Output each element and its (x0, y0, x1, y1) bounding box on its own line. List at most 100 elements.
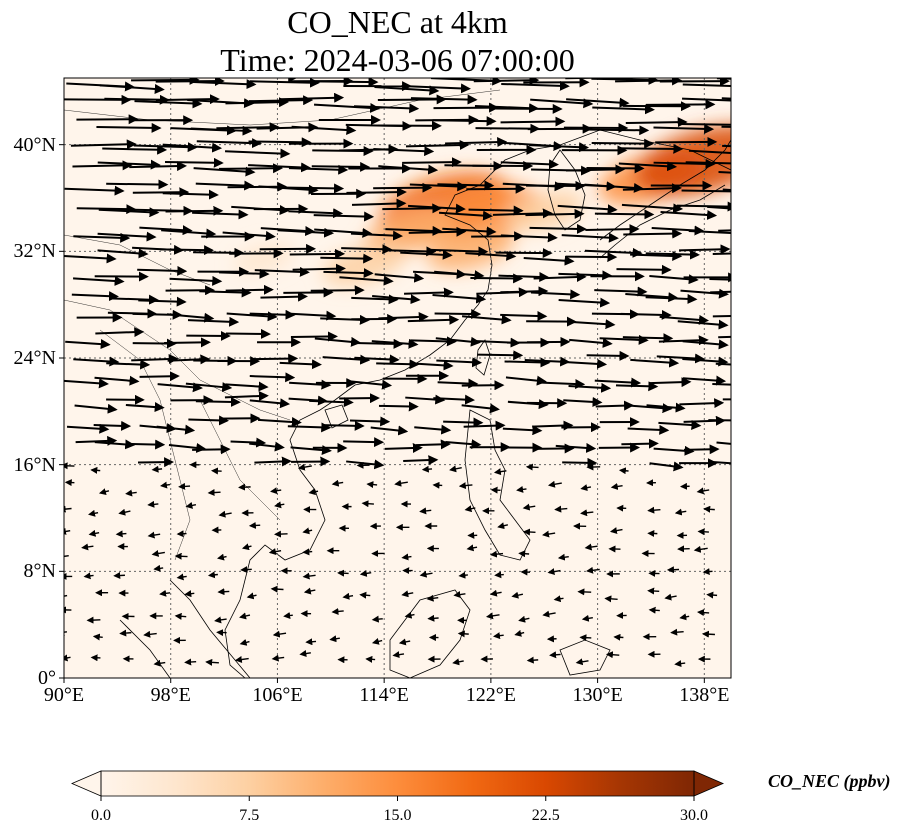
wind-arrow (430, 246, 489, 257)
wind-arrow (473, 78, 540, 86)
wind-arrow (73, 356, 120, 367)
wind-arrow (230, 437, 267, 448)
wind-arrow (394, 479, 408, 487)
wind-arrow (463, 420, 506, 431)
wind-arrow (584, 182, 644, 193)
wind-arrow (165, 157, 224, 168)
wind-arrow (129, 161, 188, 172)
wind-arrow (489, 589, 502, 597)
wind-arrow (90, 466, 101, 474)
wind-arrow (660, 209, 718, 220)
wind-arrow (95, 327, 145, 338)
wind-arrow (437, 180, 495, 191)
wind-arrow (280, 92, 345, 103)
wind-arrow (292, 263, 346, 274)
wind-arrow (645, 249, 700, 260)
wind-arrow (410, 94, 478, 105)
wind-arrow (676, 201, 731, 212)
wind-arrow (409, 360, 454, 371)
wind-arrow (311, 161, 371, 172)
wind-arrow (329, 635, 340, 643)
wind-arrow (350, 230, 404, 241)
wind-arrow (555, 442, 597, 453)
wind-arrow (99, 83, 165, 94)
wind-arrow (132, 187, 190, 198)
wind-arrow (193, 166, 256, 177)
wind-arrow (716, 441, 731, 445)
wind-arrow (268, 548, 282, 556)
wind-arrow (432, 481, 443, 489)
wind-arrow (281, 183, 345, 194)
wind-arrow (697, 528, 709, 536)
wind-arrow (290, 331, 338, 342)
wind-arrow (64, 594, 68, 597)
wind-arrow (617, 143, 684, 154)
wind-arrow (407, 203, 466, 214)
wind-arrow (195, 396, 241, 407)
wind-arrow (195, 180, 255, 191)
wind-arrow (371, 615, 383, 623)
wind-arrow (147, 500, 159, 508)
wind-arrow (289, 379, 332, 390)
wind-arrow (249, 398, 291, 409)
wind-arrow (297, 463, 312, 471)
colorbar-tick-label: 15.0 (383, 807, 412, 824)
wind-arrow (133, 142, 198, 153)
wind-arrow (314, 336, 362, 347)
wind-arrow (408, 226, 467, 237)
map-subtitle-time: Time: 2024-03-06 07:00:00 (220, 42, 575, 78)
wind-arrow (248, 137, 312, 148)
wind-arrow (138, 296, 187, 307)
wind-arrow (630, 403, 673, 414)
wind-arrow (249, 78, 320, 88)
wind-arrow (302, 548, 313, 556)
wind-arrow (701, 630, 715, 638)
wind-arrow (712, 252, 731, 255)
wind-arrow (511, 591, 524, 599)
wind-arrow (707, 205, 731, 210)
wind-arrow (410, 336, 457, 347)
wind-arrow (529, 142, 590, 153)
wind-arrow (160, 481, 171, 489)
wind-arrow (605, 651, 620, 659)
wind-arrow (288, 164, 349, 175)
wind-arrow (679, 123, 731, 126)
wind-arrow (504, 357, 551, 368)
wind-arrow (314, 227, 373, 238)
wind-arrow (490, 486, 501, 494)
map-title: CO_NEC at 4km (287, 4, 508, 40)
wind-arrow (502, 425, 543, 436)
wind-arrow (248, 95, 314, 106)
wind-arrow (137, 265, 188, 276)
wind-arrow (270, 487, 282, 495)
wind-arrow (432, 116, 497, 127)
wind-arrow (118, 508, 131, 516)
colorbar-extend-max (693, 770, 725, 797)
wind-arrow (205, 658, 219, 666)
wind-arrow (188, 415, 230, 426)
wind-arrow (653, 158, 716, 169)
concentration-plume (365, 208, 457, 255)
wind-arrow (542, 610, 556, 618)
lat-tick-label: 40°N (13, 133, 56, 156)
wind-arrow (147, 531, 161, 539)
wind-arrow (709, 277, 731, 281)
wind-arrow (457, 630, 469, 638)
wind-arrow (134, 98, 203, 109)
wind-arrow (93, 420, 132, 431)
wind-arrow (156, 424, 196, 435)
wind-arrow (225, 97, 289, 108)
colorbar-extend-min (70, 770, 102, 797)
wind-arrow (646, 99, 716, 110)
wind-arrow (274, 501, 285, 509)
wind-arrow (102, 144, 168, 155)
wind-arrow (682, 375, 727, 386)
colorbar-tick-label: 22.5 (531, 807, 560, 824)
wind-arrow (702, 568, 713, 576)
wind-arrow (392, 651, 405, 659)
wind-arrow (252, 353, 299, 364)
wind-arrow (346, 459, 385, 470)
wind-arrow (561, 232, 619, 243)
wind-arrow (167, 354, 211, 365)
wind-arrow (219, 163, 284, 174)
